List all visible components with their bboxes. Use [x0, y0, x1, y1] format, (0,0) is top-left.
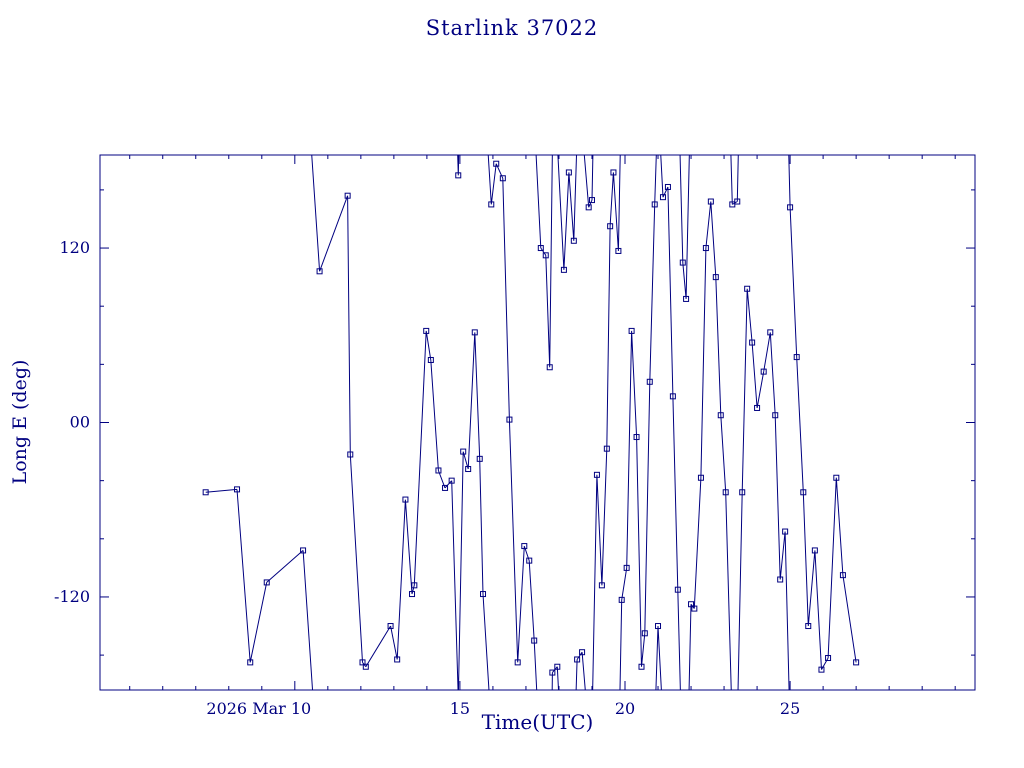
y-tick-label: 00	[70, 413, 90, 432]
y-tick-label: -120	[54, 587, 90, 606]
x-axis-label: Time(UTC)	[481, 710, 594, 734]
y-tick-label: 120	[59, 238, 90, 257]
data-series	[202, 155, 860, 690]
x-tick-label: 25	[780, 699, 800, 718]
chart-title: Starlink 37022	[425, 16, 599, 40]
x-tick-label: 20	[615, 699, 635, 718]
x-tick-label: 2026 Mar 10	[206, 699, 311, 718]
x-tick-label: 15	[450, 699, 470, 718]
